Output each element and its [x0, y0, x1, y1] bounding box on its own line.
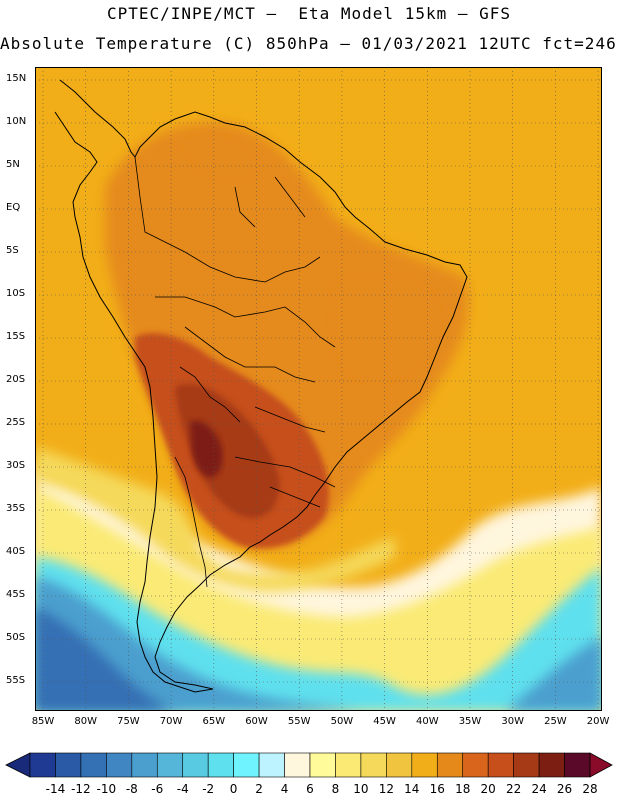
- temperature-map: [35, 67, 602, 711]
- colorbar-swatch: [513, 752, 540, 778]
- hottest-field: [190, 420, 223, 478]
- longitude-label: 60W: [245, 716, 268, 727]
- colorbar-tick-label: -2: [202, 782, 215, 796]
- colorbar-swatch: [411, 752, 438, 778]
- latitude-label: 50S: [6, 632, 26, 643]
- latitude-label: 5S: [6, 245, 19, 256]
- map-frame: [35, 67, 602, 711]
- coastline: [54, 79, 468, 693]
- colorbar-tick-label: -12: [71, 782, 91, 796]
- colorbar-tick-label: 22: [505, 782, 522, 796]
- hotter-field: [175, 383, 280, 518]
- colorbar-tick-label: 18: [455, 782, 471, 796]
- latitude-label: 5N: [6, 159, 20, 170]
- colorbar-swatch: [462, 752, 489, 778]
- colorbar-swatch: [360, 752, 387, 778]
- latitude-label: 15N: [6, 73, 27, 84]
- colorbar-tick-label: -4: [176, 782, 189, 796]
- latitude-label: 20S: [6, 374, 26, 385]
- latitude-label: 30S: [6, 460, 26, 471]
- colorbar-swatch: [284, 752, 311, 778]
- blue-dark-field: [35, 607, 175, 711]
- map-subtitle: Absolute Temperature (C) 850hPa – 01/03/…: [0, 34, 618, 53]
- longitude-label: 30W: [501, 716, 524, 727]
- longitude-label: 65W: [202, 716, 226, 727]
- blue-field: [35, 577, 602, 711]
- map-title: CPTEC/INPE/MCT – Eta Model 15km – GFS: [106, 4, 512, 23]
- colorbar-tick-label: 12: [378, 782, 394, 796]
- longitude-label: 25W: [544, 716, 567, 727]
- colorbar-tick-label: -10: [96, 782, 117, 796]
- colorbar-swatch: [55, 752, 82, 778]
- longitude-label: 50W: [330, 716, 354, 727]
- colorbar-swatch: [80, 752, 107, 778]
- colorbar: [5, 752, 613, 778]
- mild-field: [35, 447, 395, 592]
- colorbar-swatch: [233, 752, 260, 778]
- colorbar-swatch: [309, 752, 336, 778]
- colorbar-swatch: [436, 752, 464, 778]
- colorbar-tick-label: 24: [531, 782, 547, 796]
- colorbar-swatch: [538, 752, 565, 778]
- colorbar-tick-label: 8: [331, 782, 340, 796]
- colorbar-swatch: [156, 752, 184, 778]
- longitude-label: 20W: [586, 716, 610, 727]
- hot-north-field: [185, 137, 254, 179]
- latitude-label: 10S: [6, 288, 26, 299]
- latitude-label: 55S: [6, 675, 26, 686]
- colorbar-swatch: [487, 752, 514, 778]
- colorbar-tick-label: -8: [125, 782, 138, 796]
- colorbar-tick-label: 16: [429, 782, 445, 796]
- colorbar-high-arrow: [589, 752, 613, 778]
- colorbar-tick-label: 26: [556, 782, 573, 796]
- colorbar-swatch: [335, 752, 362, 778]
- latitude-label: 10N: [6, 116, 27, 127]
- longitude-label: 35W: [458, 716, 482, 727]
- longitude-label: 45W: [373, 716, 396, 727]
- latitude-label: 35S: [6, 503, 26, 514]
- colorbar-tick-label: 14: [404, 782, 420, 796]
- colorbar-tick-label: -14: [45, 782, 66, 796]
- country-borders: [134, 156, 336, 588]
- colorbar-swatch: [207, 752, 234, 778]
- longitude-label: 80W: [74, 716, 97, 727]
- colorbar-swatch: [386, 752, 413, 778]
- latitude-label: 40S: [6, 546, 26, 557]
- colorbar-tick-label: 2: [255, 782, 263, 796]
- longitude-label: 75W: [117, 716, 140, 727]
- colorbar-swatch: [29, 752, 56, 778]
- longitude-label: 70W: [159, 716, 183, 727]
- longitude-label: 40W: [415, 716, 439, 727]
- longitude-label: 55W: [287, 716, 311, 727]
- colorbar-swatch: [182, 752, 209, 778]
- longitude-label: 85W: [31, 716, 55, 727]
- graticule: [35, 67, 602, 711]
- colorbar-low-arrow: [5, 752, 31, 778]
- latitude-label: EQ: [6, 202, 21, 213]
- colorbar-tick-label: 0: [229, 782, 238, 796]
- colorbar-swatch: [131, 752, 158, 778]
- colorbar-tick-label: 28: [582, 782, 598, 796]
- latitude-label: 15S: [6, 331, 26, 342]
- colorbar-swatch: [564, 752, 591, 778]
- colorbar-tick-label: 4: [280, 782, 289, 796]
- colorbar-tick-label: 10: [353, 782, 369, 796]
- colorbar-swatch: [258, 752, 285, 778]
- colorbar-tick-label: 6: [306, 782, 314, 796]
- colorbar-tick-label: 20: [480, 782, 496, 796]
- hot-ne-field: [331, 276, 440, 381]
- latitude-label: 25S: [6, 417, 26, 428]
- latitude-label: 45S: [6, 589, 26, 600]
- colorbar-swatch: [106, 752, 133, 778]
- colorbar-tick-label: -6: [151, 782, 164, 796]
